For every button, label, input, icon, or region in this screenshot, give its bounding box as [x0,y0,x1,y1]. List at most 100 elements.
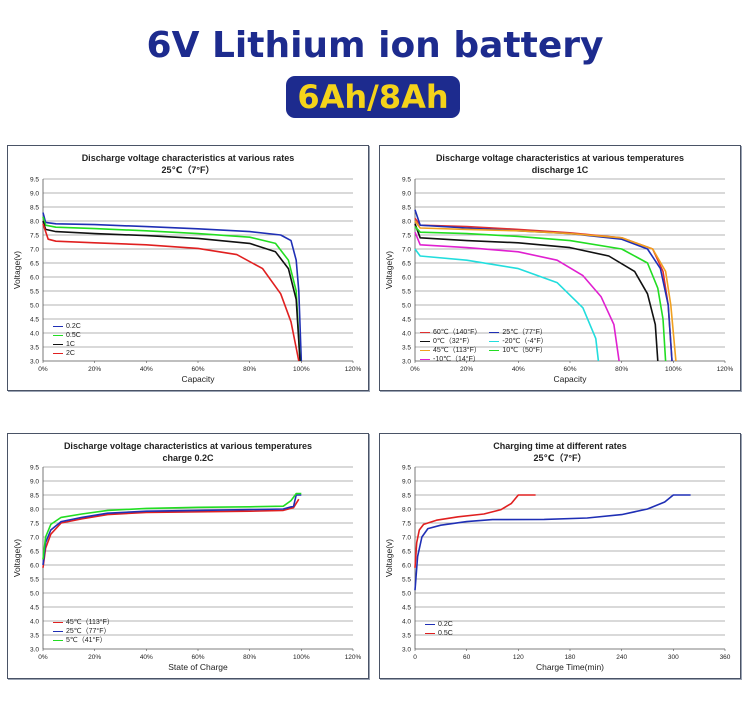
y-tick-label: 4.0 [30,331,39,338]
x-tick-label: 100% [665,366,682,373]
chart-title: Discharge voltage characteristics at var… [81,153,295,163]
y-tick-label: 6.5 [30,549,39,556]
series-line [42,220,301,362]
chart-svg: 3.0 3.5 4.0 4.5 5.0 5.5 6.0 6.5 7.0 7.5 8.0 8.5 9.0 9… [12,465,362,673]
y-tick-label: 9.0 [30,479,39,486]
x-tick-label: 120% [345,654,362,661]
x-tick-label: 60% [191,654,204,661]
y-tick-label: 5.0 [402,303,411,310]
y-tick-label: 4.0 [30,619,39,626]
y-tick-label: 3.5 [402,633,411,640]
y-axis-label: Voltage(v) [384,539,394,577]
y-tick-label: 7.0 [30,247,39,254]
y-tick-label: 9.5 [402,177,411,184]
chart-subtitle: discharge 1C [531,165,589,175]
y-tick-label: 7.0 [402,247,411,254]
legend-label: 1C [66,341,75,348]
x-tick-label: 0% [38,366,48,373]
y-tick-label: 4.5 [30,317,39,324]
series-line [414,226,667,362]
y-tick-label: 3.0 [30,359,39,366]
x-tick-label: 120 [513,654,524,661]
chart-subtitle: 25℃（7°F） [161,165,215,175]
x-tick-label: 60% [191,366,204,373]
legend-item: 10℃（50°F） [489,346,547,355]
chart-legend: 0.2C 0.5C [425,620,453,638]
y-tick-label: 8.0 [402,219,411,226]
legend-item: 0℃（32°F） [420,337,481,346]
y-tick-label: 7.5 [402,233,411,240]
x-axis-label: Capacity [553,374,587,384]
y-tick-label: 4.0 [402,619,411,626]
x-tick-label: 300 [668,654,679,661]
series-line [414,494,536,568]
chart-panel-discharge-temperatures: Discharge voltage characteristics at var… [379,145,741,391]
y-tick-label: 8.5 [402,205,411,212]
chart-title: Charging time at different rates [493,441,627,451]
legend-swatch [425,633,435,634]
chart-svg: 3.0 3.5 4.0 4.5 5.0 5.5 6.0 6.5 7.0 7.5 8.0 8.5 9.0 9… [384,177,734,385]
legend-label: 0.5C [66,332,81,339]
y-tick-label: 5.0 [30,591,39,598]
legend-item: 45℃（113°F） [53,618,114,627]
x-tick-label: 80% [243,654,256,661]
legend-item: 5℃（41°F） [53,636,114,645]
legend-item: 0.5C [53,331,81,340]
y-tick-label: 8.0 [30,507,39,514]
chart-title: Discharge voltage characteristics at var… [63,441,313,451]
chart-panel-charging-time: Charging time at different rates 25℃（7°F… [379,433,741,679]
y-tick-label: 6.5 [402,261,411,268]
y-tick-label: 6.0 [402,275,411,282]
legend-swatch [53,335,63,336]
x-tick-label: 100% [293,654,310,661]
x-tick-label: 360 [720,654,731,661]
legend-swatch [53,326,63,327]
y-tick-label: 8.5 [30,205,39,212]
legend-label: 0.5C [438,630,453,637]
legend-label: 45℃（113°F） [433,347,481,354]
capacity-badge: 6Ah/8Ah [286,76,460,118]
legend-swatch [420,350,430,351]
chart-legend: 60℃（140°F） 25℃（77°F） 0℃（32°F） -20℃（-4°F） 45℃… [420,328,548,364]
series-line [414,220,677,362]
x-tick-label: 80% [243,366,256,373]
x-tick-label: 0 [413,654,417,661]
chart-subtitle: charge 0.2C [162,453,214,463]
y-tick-label: 5.5 [30,577,39,584]
legend-swatch [53,640,63,641]
chart-legend: 45℃（113°F） 25℃（77°F） 5℃（41°F） [53,618,114,645]
y-tick-label: 6.0 [30,275,39,282]
x-tick-label: 240 [616,654,627,661]
y-tick-label: 9.0 [402,191,411,198]
series-line [414,223,659,362]
legend-swatch [489,332,500,333]
x-tick-label: 0% [410,366,420,373]
legend-swatch [53,622,63,623]
y-tick-label: 4.0 [402,331,411,338]
y-tick-label: 9.5 [402,465,411,472]
legend-swatch [420,359,430,360]
legend-label: 25℃（77°F） [502,329,547,336]
y-tick-label: 5.0 [402,591,411,598]
series-line [414,231,620,362]
chart-svg: 3.0 3.5 4.0 4.5 5.0 5.5 6.0 6.5 7.0 7.5 8.0 8.5 9.0 9… [12,177,362,385]
chart-panel-discharge-rates: Discharge voltage characteristics at var… [7,145,369,391]
chart-title: Discharge voltage characteristics at var… [435,153,685,163]
legend-item: 0.2C [53,322,81,331]
legend-swatch [420,341,430,342]
x-tick-label: 60% [563,366,576,373]
y-tick-label: 3.5 [30,633,39,640]
legend-swatch [53,344,63,345]
x-tick-label: 40% [140,654,153,661]
legend-swatch [425,624,435,625]
x-tick-label: 100% [293,366,310,373]
y-tick-label: 6.0 [30,563,39,570]
legend-item: -20℃（-4°F） [489,337,548,346]
y-tick-label: 8.5 [402,493,411,500]
legend-item: 2C [53,349,81,358]
y-tick-label: 3.5 [402,345,411,352]
x-axis-label: Charge Time(min) [536,662,604,672]
legend-label: 0℃（32°F） [433,338,474,345]
y-tick-label: 5.5 [402,289,411,296]
y-tick-label: 5.5 [30,289,39,296]
